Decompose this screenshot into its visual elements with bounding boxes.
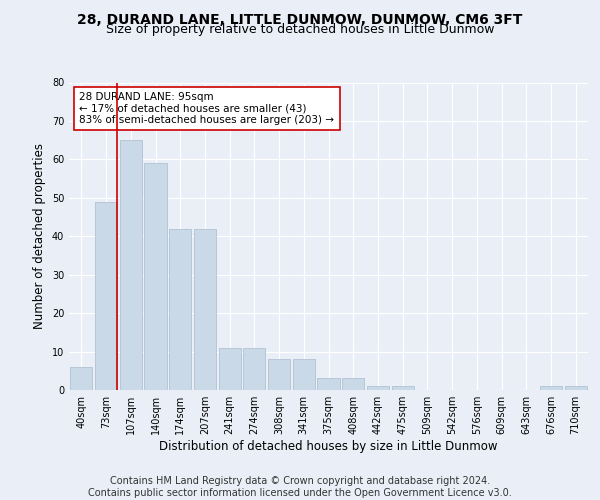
Text: Contains HM Land Registry data © Crown copyright and database right 2024.
Contai: Contains HM Land Registry data © Crown c… — [88, 476, 512, 498]
Bar — [169, 228, 191, 390]
Bar — [367, 386, 389, 390]
Bar — [268, 359, 290, 390]
Text: 28, DURAND LANE, LITTLE DUNMOW, DUNMOW, CM6 3FT: 28, DURAND LANE, LITTLE DUNMOW, DUNMOW, … — [77, 12, 523, 26]
X-axis label: Distribution of detached houses by size in Little Dunmow: Distribution of detached houses by size … — [159, 440, 498, 453]
Text: Size of property relative to detached houses in Little Dunmow: Size of property relative to detached ho… — [106, 22, 494, 36]
Bar — [194, 228, 216, 390]
Bar — [392, 386, 414, 390]
Bar — [243, 348, 265, 390]
Bar — [145, 163, 167, 390]
Bar — [95, 202, 117, 390]
Bar — [119, 140, 142, 390]
Bar — [317, 378, 340, 390]
Bar — [565, 386, 587, 390]
Bar — [218, 348, 241, 390]
Bar — [293, 359, 315, 390]
Y-axis label: Number of detached properties: Number of detached properties — [33, 143, 46, 329]
Bar — [342, 378, 364, 390]
Bar — [540, 386, 562, 390]
Bar — [70, 367, 92, 390]
Text: 28 DURAND LANE: 95sqm
← 17% of detached houses are smaller (43)
83% of semi-deta: 28 DURAND LANE: 95sqm ← 17% of detached … — [79, 92, 334, 125]
